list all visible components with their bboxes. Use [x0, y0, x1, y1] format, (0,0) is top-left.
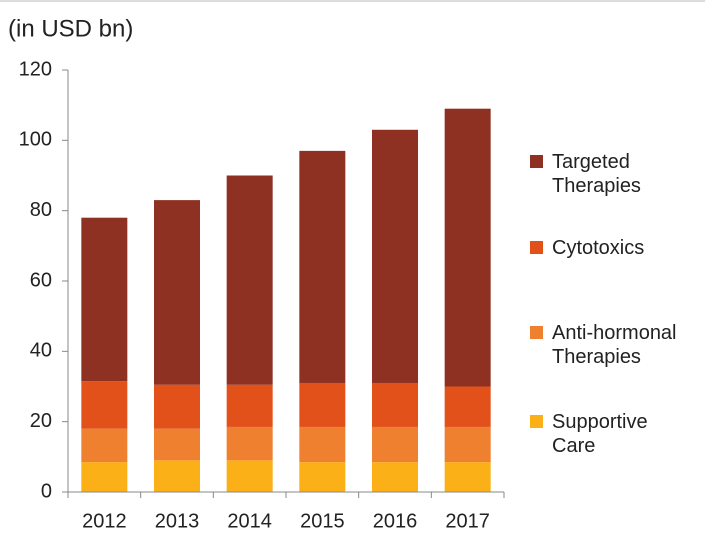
bar-segment: [81, 428, 128, 463]
bar-segment: [299, 382, 346, 427]
bar-segment: [226, 384, 273, 427]
bar-segment: [154, 200, 200, 385]
y-tick-label: 60: [30, 269, 52, 291]
y-tick-label: 80: [30, 199, 52, 221]
x-tick-label: 2013: [155, 510, 200, 532]
legend-swatch: [530, 326, 543, 339]
bar-segment: [372, 129, 418, 383]
bar-segment: [444, 426, 491, 463]
bar-segment: [299, 426, 346, 463]
legend-item: Cytotoxics: [530, 236, 700, 260]
legend-item: Anti-hormonal Therapies: [530, 321, 700, 369]
x-tick-label: 2016: [373, 510, 418, 532]
legend-swatch: [530, 415, 543, 428]
legend-item: Supportive Care: [530, 410, 700, 458]
legend-label: Targeted Therapies: [552, 151, 641, 197]
bar-segment: [299, 150, 346, 383]
bar-segment: [154, 460, 200, 492]
y-tick-label: 20: [30, 410, 52, 432]
x-tick-label: 2015: [300, 510, 345, 532]
bar-segment: [226, 426, 273, 461]
bar-segment: [372, 462, 418, 492]
legend-swatch: [530, 241, 543, 254]
chart-title: (in USD bn): [8, 15, 133, 42]
legend-label: Supportive Care: [552, 411, 648, 457]
legend-item: Targeted Therapies: [530, 150, 700, 198]
x-tick-label: 2012: [82, 510, 127, 532]
y-tick-label: 0: [41, 480, 52, 502]
legend-label: Cytotoxics: [552, 237, 645, 259]
x-tick-label: 2017: [445, 510, 490, 532]
bar-segment: [154, 384, 200, 429]
bar-segment: [81, 462, 128, 492]
x-tick-label: 2014: [227, 510, 272, 532]
bar-segment: [444, 108, 491, 387]
bar-segment: [372, 426, 418, 463]
bar-segment: [372, 382, 418, 427]
bar-segment: [444, 462, 491, 492]
bar-segment: [154, 428, 200, 461]
y-tick-label: 40: [30, 340, 52, 362]
legend-swatch: [530, 155, 543, 168]
bar-segment: [81, 381, 128, 429]
y-tick-label: 120: [19, 58, 52, 80]
bar-segment: [81, 217, 128, 382]
bar-segment: [226, 460, 273, 492]
y-tick-label: 100: [19, 129, 52, 151]
bar-segment: [444, 386, 491, 427]
bar-segment: [226, 175, 273, 385]
legend-label: Anti-hormonal Therapies: [552, 322, 677, 368]
bar-segment: [299, 462, 346, 492]
